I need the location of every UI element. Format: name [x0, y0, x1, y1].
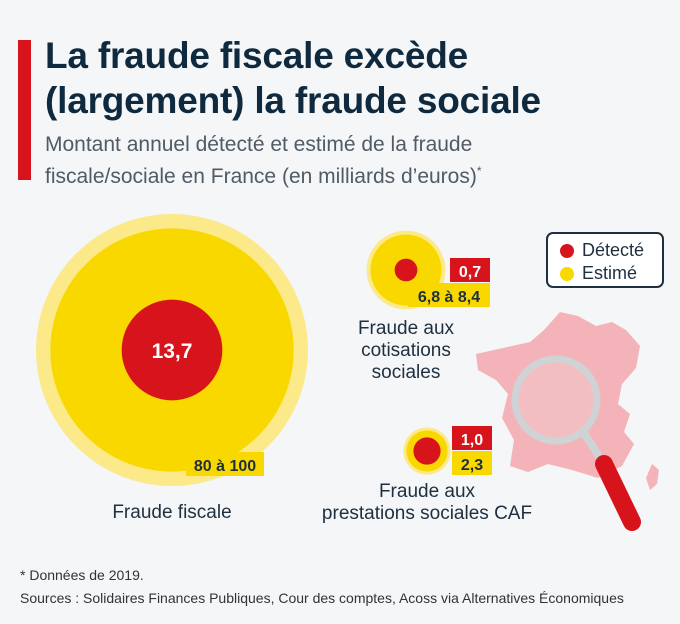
legend: Détecté Estimé [546, 232, 664, 288]
chart-subtitle: Montant annuel détecté et estimé de la f… [45, 132, 605, 190]
category-label-cotisations-1: Fraude aux [358, 318, 455, 339]
value-label-detected-caf-box [452, 426, 492, 450]
value-label-estimated-caf: 2,3 [461, 457, 483, 474]
subtitle-line-2: fiscale/sociale en France (en milliards … [45, 165, 477, 188]
value-label-estimated-cotisations: 6,8 à 8,4 [418, 289, 480, 306]
legend-label-estimated: Estimé [582, 263, 638, 283]
footnote: * Données de 2019. [20, 567, 144, 583]
corsica-shape [646, 464, 659, 490]
magnifier-handle [595, 455, 641, 531]
magnifying-glass-icon [511, 355, 641, 531]
category-label-caf-1: Fraude aux [379, 481, 476, 502]
subtitle-line-1: Montant annuel détecté et estimé de la f… [45, 133, 473, 156]
sources: Sources : Solidaires Finances Publiques,… [20, 590, 624, 606]
category-label-caf-2: prestations sociales CAF [322, 503, 532, 524]
value-label-estimated-fiscale: 80 à 100 [194, 458, 256, 475]
value-label-estimated-fiscale-box [186, 452, 264, 476]
value-label-detected-cotisations-box [450, 258, 490, 282]
bubble-detected-fiscale [121, 299, 223, 401]
value-label-detected-caf: 1,0 [461, 432, 483, 449]
subtitle-footnote-mark: * [476, 164, 482, 178]
title-accent-bar [18, 40, 31, 180]
legend-item-detected: Détecté [560, 240, 644, 261]
legend-item-estimated: Estimé [560, 263, 637, 284]
bubble-detected-cotisations [394, 258, 418, 282]
estimated-dot-icon [560, 266, 574, 281]
magnifier-lens [511, 355, 601, 445]
value-label-estimated-cotisations-box [408, 283, 490, 307]
title-line-2: (largement) la fraude sociale [45, 80, 541, 121]
category-label-cotisations-3: sociales [372, 362, 441, 383]
bubble-detected-caf [413, 437, 441, 465]
detected-dot-icon [560, 243, 574, 258]
legend-label-detected: Détecté [582, 240, 645, 260]
title-line-1: La fraude fiscale excède [45, 35, 468, 76]
category-label-fiscale: Fraude fiscale [112, 502, 231, 523]
category-label-cotisations-2: cotisations [361, 340, 451, 361]
value-label-detected-fiscale: 13,7 [152, 340, 193, 363]
chart-title: La fraude fiscale excède (largement) la … [45, 33, 541, 123]
value-label-detected-cotisations: 0,7 [459, 264, 481, 281]
value-label-estimated-caf-box [452, 451, 492, 475]
